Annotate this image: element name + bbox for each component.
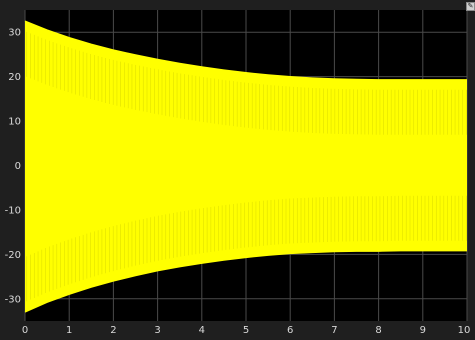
y-tick-label-6: 30 — [8, 28, 21, 39]
pencil-icon[interactable]: ✎ — [466, 2, 475, 11]
lower-envelope-line-0 — [24, 250, 467, 313]
x-tick-label-5: 5 — [243, 325, 249, 336]
x-tick-label-9: 9 — [420, 325, 426, 336]
y-tick-label-3: 0 — [15, 161, 21, 172]
x-tick-label-7: 7 — [331, 325, 337, 336]
y-tick-label-0: -30 — [5, 294, 21, 305]
x-tick-labels: 0 1 2 3 4 5 6 7 8 9 10 — [22, 325, 471, 336]
x-tick-label-10: 10 — [458, 325, 471, 336]
y-tick-labels: -30 -20 -10 0 10 20 30 — [5, 28, 21, 306]
y-tick-label-2: -10 — [5, 205, 21, 216]
x-tick-label-0: 0 — [22, 325, 28, 336]
x-tick-label-1: 1 — [66, 325, 72, 336]
y-tick-label-5: 20 — [8, 72, 21, 83]
upper-envelope-line-0 — [24, 20, 467, 81]
y-tick-label-4: 10 — [8, 117, 21, 128]
y-tick-label-1: -20 — [5, 250, 21, 261]
oscillation-streaks-0 — [26, 31, 467, 302]
x-tick-label-8: 8 — [375, 325, 381, 336]
x-tick-label-4: 4 — [199, 325, 205, 336]
x-tick-label-2: 2 — [110, 325, 116, 336]
x-tick-label-3: 3 — [154, 325, 160, 336]
signal-trace — [24, 20, 467, 313]
x-tick-label-6: 6 — [287, 325, 293, 336]
